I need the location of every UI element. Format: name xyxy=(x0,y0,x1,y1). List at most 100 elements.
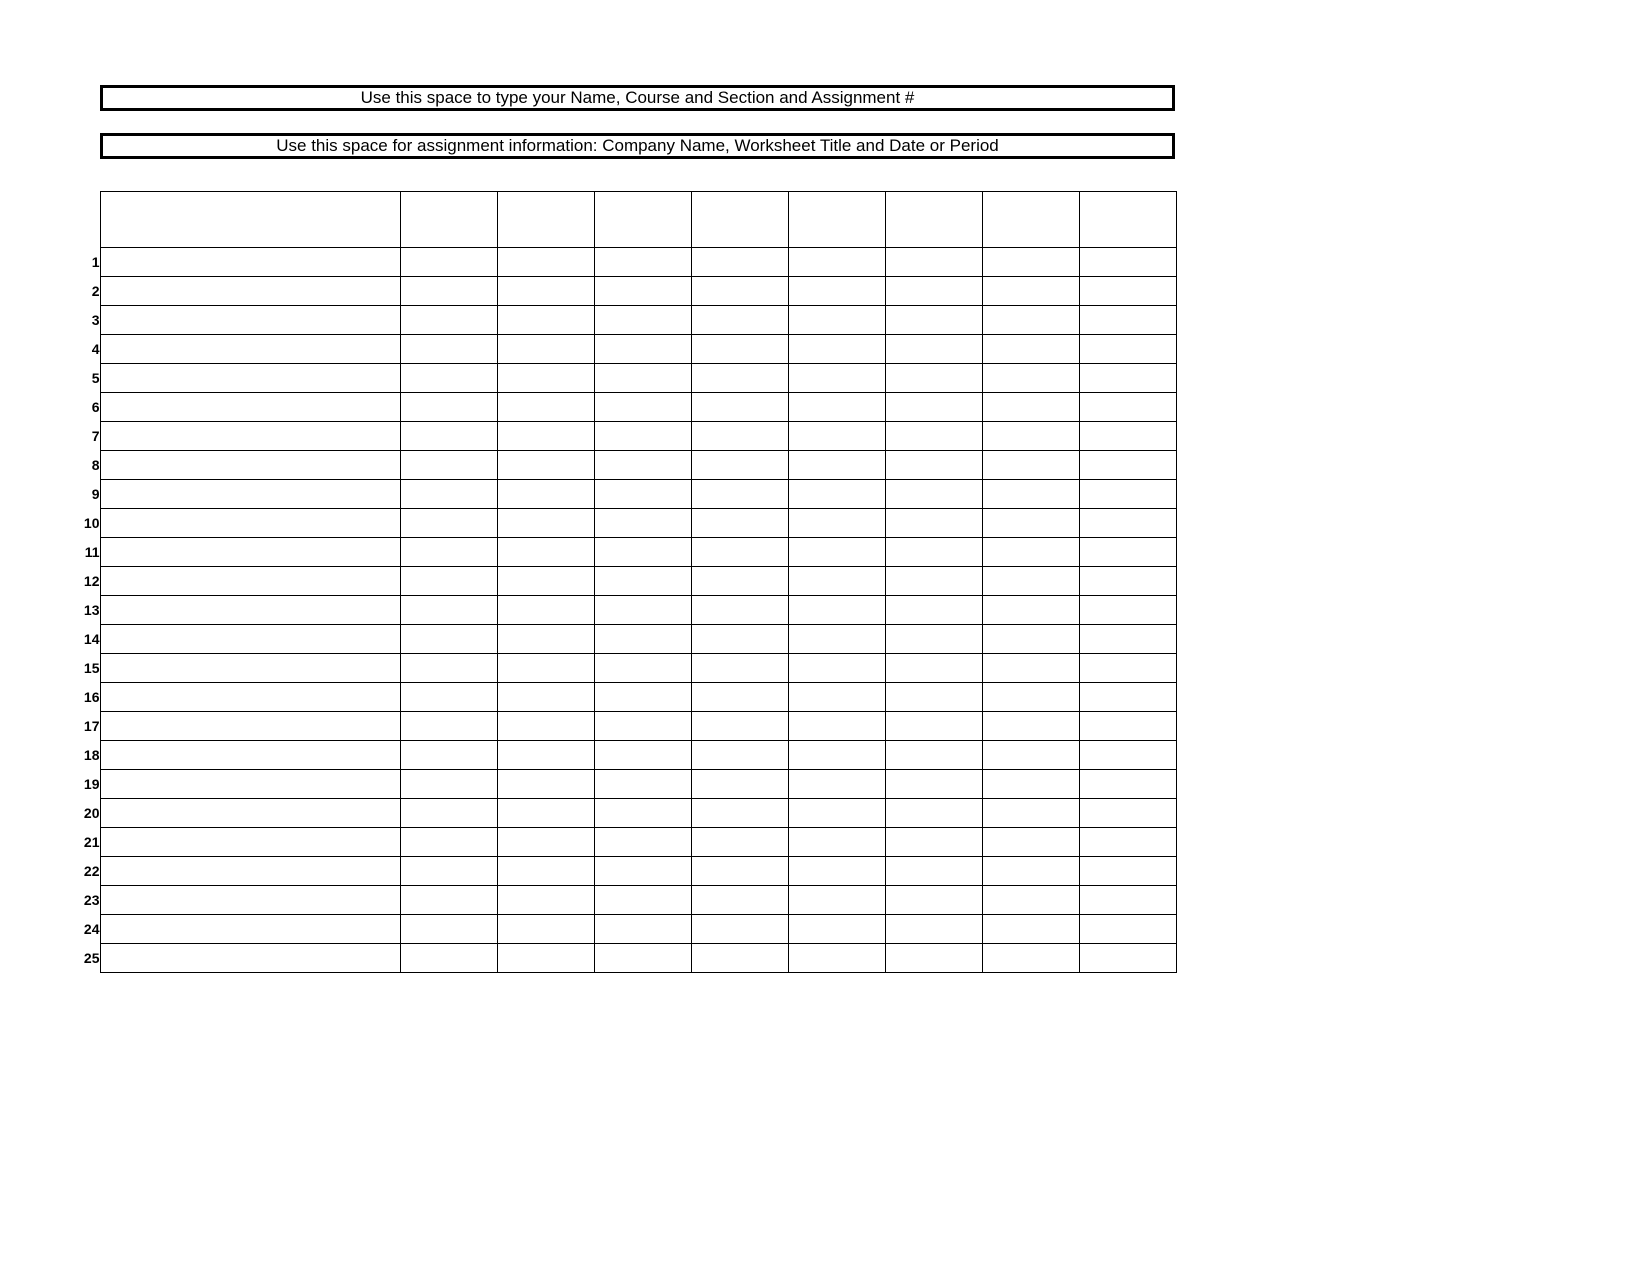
table-row: 3 xyxy=(70,306,1176,335)
cell xyxy=(100,277,400,306)
cell xyxy=(497,393,594,422)
cell xyxy=(497,770,594,799)
cell xyxy=(100,509,400,538)
table-row: 2 xyxy=(70,277,1176,306)
cell xyxy=(594,451,691,480)
cell xyxy=(594,654,691,683)
cell xyxy=(885,277,982,306)
cell xyxy=(885,828,982,857)
table-row: 5 xyxy=(70,364,1176,393)
cell xyxy=(594,741,691,770)
cell xyxy=(497,306,594,335)
cell xyxy=(594,596,691,625)
cell xyxy=(497,915,594,944)
col-header xyxy=(100,192,400,248)
cell xyxy=(885,335,982,364)
cell xyxy=(497,944,594,973)
cell xyxy=(788,770,885,799)
cell xyxy=(788,509,885,538)
cell xyxy=(594,480,691,509)
cell xyxy=(100,799,400,828)
cell xyxy=(788,538,885,567)
cell xyxy=(691,422,788,451)
cell xyxy=(100,596,400,625)
table-row: 18 xyxy=(70,741,1176,770)
cell xyxy=(400,770,497,799)
cell xyxy=(885,625,982,654)
cell xyxy=(1079,770,1176,799)
cell xyxy=(885,683,982,712)
cell xyxy=(100,335,400,364)
col-header xyxy=(885,192,982,248)
cell xyxy=(1079,741,1176,770)
cell xyxy=(400,509,497,538)
cell xyxy=(885,741,982,770)
col-header xyxy=(788,192,885,248)
cell xyxy=(788,886,885,915)
cell xyxy=(691,828,788,857)
cell xyxy=(982,306,1079,335)
cell xyxy=(100,364,400,393)
cell xyxy=(885,944,982,973)
cell xyxy=(691,451,788,480)
cell xyxy=(691,509,788,538)
cell xyxy=(885,712,982,741)
cell xyxy=(400,625,497,654)
cell xyxy=(885,857,982,886)
table-row: 8 xyxy=(70,451,1176,480)
row-number: 14 xyxy=(70,625,100,654)
row-number: 12 xyxy=(70,567,100,596)
table-row: 17 xyxy=(70,712,1176,741)
row-number: 7 xyxy=(70,422,100,451)
cell xyxy=(691,277,788,306)
row-number: 3 xyxy=(70,306,100,335)
table-row: 15 xyxy=(70,654,1176,683)
cell xyxy=(100,828,400,857)
cell xyxy=(594,248,691,277)
cell xyxy=(594,422,691,451)
row-number: 2 xyxy=(70,277,100,306)
row-number: 16 xyxy=(70,683,100,712)
cell xyxy=(594,799,691,828)
header-line1-text: Use this space to type your Name, Course… xyxy=(361,88,915,108)
cell xyxy=(100,654,400,683)
cell xyxy=(788,422,885,451)
row-number: 15 xyxy=(70,654,100,683)
cell xyxy=(400,886,497,915)
cell xyxy=(594,915,691,944)
worksheet-page: Use this space to type your Name, Course… xyxy=(0,0,1650,1275)
table-row: 11 xyxy=(70,538,1176,567)
row-number: 4 xyxy=(70,335,100,364)
cell xyxy=(982,857,1079,886)
cell xyxy=(788,741,885,770)
cell xyxy=(885,248,982,277)
row-number: 21 xyxy=(70,828,100,857)
row-number: 6 xyxy=(70,393,100,422)
cell xyxy=(400,451,497,480)
cell xyxy=(691,741,788,770)
cell xyxy=(691,538,788,567)
cell xyxy=(400,480,497,509)
cell xyxy=(400,335,497,364)
table-header-row xyxy=(70,192,1176,248)
cell xyxy=(691,480,788,509)
cell xyxy=(788,248,885,277)
cell xyxy=(885,480,982,509)
cell xyxy=(100,741,400,770)
table-row: 4 xyxy=(70,335,1176,364)
cell xyxy=(100,393,400,422)
cell xyxy=(1079,422,1176,451)
cell xyxy=(400,277,497,306)
cell xyxy=(788,393,885,422)
cell xyxy=(788,335,885,364)
cell xyxy=(497,451,594,480)
cell xyxy=(691,248,788,277)
cell xyxy=(100,422,400,451)
cell xyxy=(1079,509,1176,538)
cell xyxy=(691,625,788,654)
cell xyxy=(885,451,982,480)
header-line2-text: Use this space for assignment informatio… xyxy=(276,136,999,156)
worksheet-table: 1234567891011121314151617181920212223242… xyxy=(70,191,1177,973)
cell xyxy=(100,480,400,509)
cell xyxy=(982,248,1079,277)
